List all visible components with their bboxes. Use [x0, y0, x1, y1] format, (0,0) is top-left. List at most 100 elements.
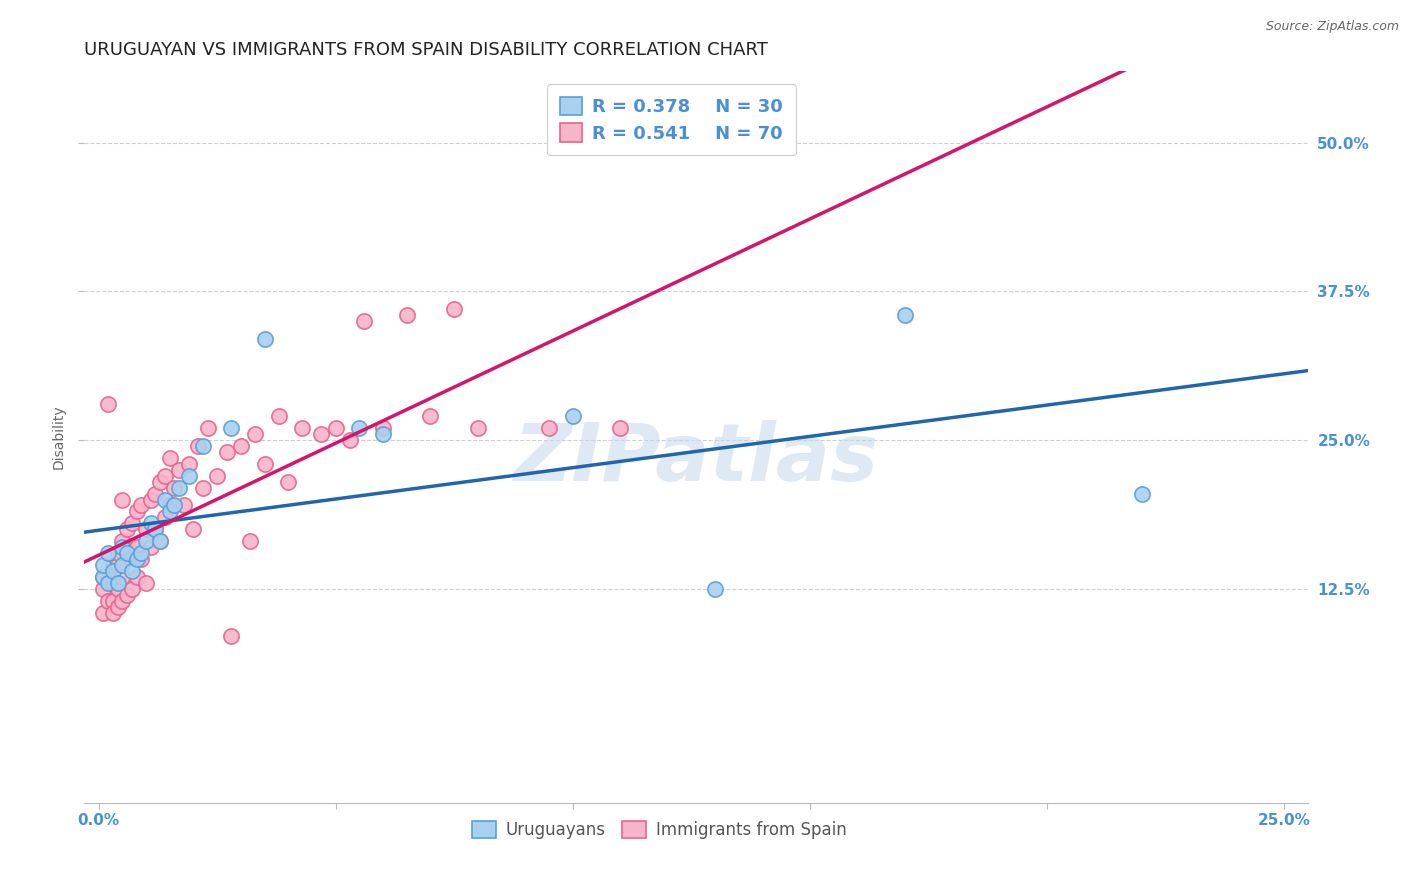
Point — [101, 593, 124, 607]
Point — [97, 575, 120, 590]
Point — [145, 522, 167, 536]
Point — [561, 409, 583, 424]
Point — [121, 516, 143, 531]
Point — [125, 552, 148, 566]
Point — [139, 492, 162, 507]
Point — [121, 564, 143, 578]
Point — [191, 439, 214, 453]
Point — [183, 522, 205, 536]
Point — [121, 546, 143, 560]
Point — [101, 564, 124, 578]
Point — [97, 593, 120, 607]
Point — [371, 427, 394, 442]
Point — [107, 558, 129, 572]
Point — [125, 504, 148, 518]
Point — [537, 421, 560, 435]
Point — [129, 499, 152, 513]
Point — [221, 629, 243, 643]
Point — [159, 499, 181, 513]
Point — [107, 599, 129, 614]
Point — [111, 492, 134, 507]
Point — [1130, 486, 1153, 500]
Point — [163, 499, 186, 513]
Point — [149, 534, 172, 549]
Point — [115, 522, 138, 536]
Point — [339, 433, 361, 447]
Point — [97, 570, 120, 584]
Point — [609, 421, 631, 435]
Point — [139, 540, 162, 554]
Point — [443, 302, 465, 317]
Point — [107, 575, 129, 590]
Point — [111, 570, 134, 584]
Point — [135, 575, 157, 590]
Point — [277, 475, 299, 489]
Point — [159, 450, 181, 465]
Text: URUGUAYAN VS IMMIGRANTS FROM SPAIN DISABILITY CORRELATION CHART: URUGUAYAN VS IMMIGRANTS FROM SPAIN DISAB… — [84, 41, 768, 59]
Point — [149, 475, 172, 489]
Point — [253, 332, 276, 346]
Point — [125, 540, 148, 554]
Point — [107, 546, 129, 560]
Point — [177, 468, 200, 483]
Point — [291, 421, 314, 435]
Point — [91, 558, 114, 572]
Point — [191, 481, 214, 495]
Point — [159, 504, 181, 518]
Point — [129, 552, 152, 566]
Point — [125, 570, 148, 584]
Text: Source: ZipAtlas.com: Source: ZipAtlas.com — [1265, 20, 1399, 33]
Point — [243, 427, 266, 442]
Point — [177, 457, 200, 471]
Point — [153, 468, 176, 483]
Point — [121, 582, 143, 596]
Point — [91, 582, 114, 596]
Point — [239, 534, 262, 549]
Point — [167, 481, 190, 495]
Point — [101, 606, 124, 620]
Point — [145, 522, 167, 536]
Point — [97, 397, 120, 411]
Point — [893, 308, 915, 322]
Point — [419, 409, 441, 424]
Point — [221, 421, 243, 435]
Point — [187, 439, 209, 453]
Point — [135, 534, 157, 549]
Point — [91, 570, 114, 584]
Point — [173, 499, 195, 513]
Y-axis label: Disability: Disability — [52, 405, 66, 469]
Point — [353, 314, 375, 328]
Text: ZIPatlas: ZIPatlas — [513, 420, 879, 498]
Point — [163, 481, 186, 495]
Point — [91, 570, 114, 584]
Point — [111, 593, 134, 607]
Point — [149, 534, 172, 549]
Point — [153, 492, 176, 507]
Point — [153, 510, 176, 524]
Point — [349, 421, 371, 435]
Point — [107, 582, 129, 596]
Point — [267, 409, 290, 424]
Point — [167, 463, 190, 477]
Point — [135, 522, 157, 536]
Point — [205, 468, 228, 483]
Point — [197, 421, 219, 435]
Point — [111, 558, 134, 572]
Point — [101, 558, 124, 572]
Point — [311, 427, 333, 442]
Point — [115, 546, 138, 560]
Legend: Uruguayans, Immigrants from Spain: Uruguayans, Immigrants from Spain — [465, 814, 853, 846]
Point — [101, 575, 124, 590]
Point — [325, 421, 347, 435]
Point — [129, 546, 152, 560]
Point — [111, 534, 134, 549]
Point — [229, 439, 252, 453]
Point — [91, 606, 114, 620]
Point — [115, 588, 138, 602]
Point — [253, 457, 276, 471]
Point — [371, 421, 394, 435]
Point — [111, 540, 134, 554]
Point — [145, 486, 167, 500]
Point — [139, 516, 162, 531]
Point — [115, 546, 138, 560]
